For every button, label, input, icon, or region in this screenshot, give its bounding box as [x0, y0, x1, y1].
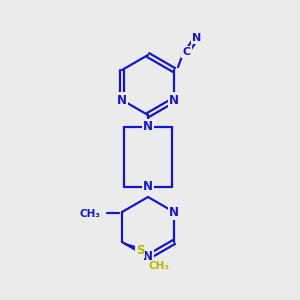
Text: N: N: [143, 250, 153, 263]
Text: N: N: [143, 181, 153, 194]
Text: N: N: [169, 94, 179, 106]
Text: C: C: [182, 47, 191, 57]
Text: N: N: [117, 94, 127, 106]
Text: N: N: [143, 121, 153, 134]
Text: CH₃: CH₃: [148, 261, 169, 271]
Text: N: N: [169, 206, 179, 218]
Text: CH₃: CH₃: [79, 209, 100, 219]
Text: N: N: [192, 33, 201, 43]
Text: S: S: [136, 244, 144, 256]
